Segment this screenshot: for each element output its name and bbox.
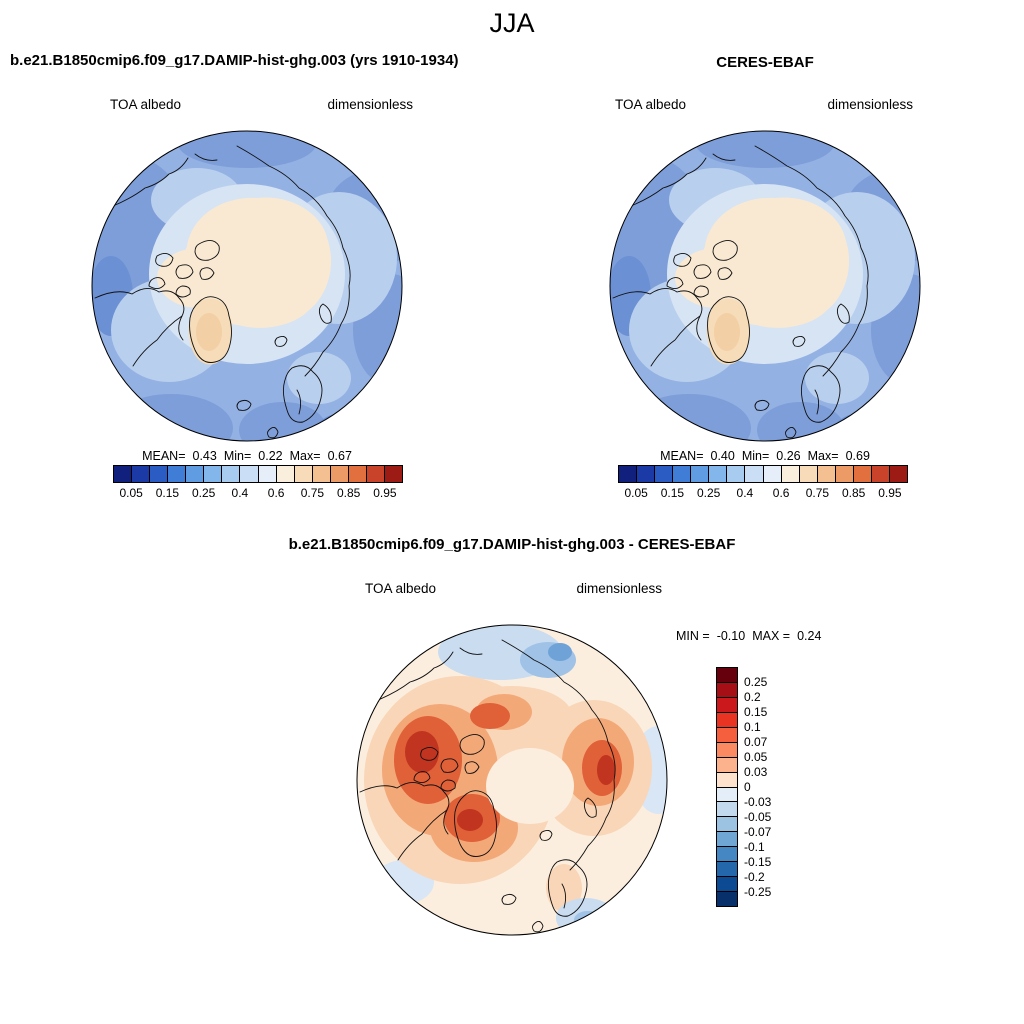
diff-colorbar-cells [716, 667, 738, 907]
obs-max-value: 0.69 [845, 449, 870, 463]
model-max-label: Max= [289, 449, 321, 463]
model-min-value: 0.22 [258, 449, 283, 463]
model-colorbar-cells [113, 465, 403, 483]
obs-colorbar: 0.05 0.15 0.25 0.4 0.6 0.75 0.85 0.95 [618, 465, 908, 502]
obs-stats-line: MEAN= 0.40 Min= 0.26 Max= 0.69 [605, 449, 925, 463]
diff-min-label: MIN = [676, 629, 710, 643]
model-panel-header: b.e21.B1850cmip6.f09_g17.DAMIP-hist-ghg.… [10, 52, 459, 69]
diff-max-value: 0.24 [797, 629, 822, 643]
obs-min-value: 0.26 [776, 449, 801, 463]
diff-polar-map [352, 620, 672, 940]
obs-panel-header: CERES-EBAF [716, 54, 814, 71]
obs-colorbar-cells [618, 465, 908, 483]
diff-variable-label: TOA albedo [365, 581, 437, 596]
obs-colorbar-labels: 0.05 0.15 0.25 0.4 0.6 0.75 0.85 0.95 [624, 486, 902, 500]
diff-colorbar-labels: 0.25 0.2 0.15 0.1 0.07 0.05 0.03 0 -0.03 -0.05 -0.… [744, 675, 772, 899]
model-variable-label: TOA albedo [110, 97, 182, 112]
model-polar-map [87, 126, 407, 446]
model-stats-line: MEAN= 0.43 Min= 0.22 Max= 0.67 [87, 449, 407, 463]
model-units-label: dimensionless [327, 97, 413, 112]
obs-polar-map [605, 126, 925, 446]
diff-colorbar: 0.25 0.2 0.15 0.1 0.07 0.05 0.03 0 -0.03 -0.05 -0.… [716, 667, 806, 907]
model-colorbar: 0.05 0.15 0.25 0.4 0.6 0.75 0.85 0.95 [113, 465, 403, 502]
obs-variable-label: TOA albedo [615, 97, 687, 112]
diff-units-label: dimensionless [576, 581, 662, 596]
obs-min-label: Min= [741, 449, 770, 463]
model-colorbar-labels: 0.05 0.15 0.25 0.4 0.6 0.75 0.85 0.95 [119, 486, 397, 500]
model-max-value: 0.67 [327, 449, 352, 463]
model-variable-row: TOA albedo dimensionless [110, 97, 413, 112]
obs-mean-value: 0.40 [710, 449, 735, 463]
diff-max-label: MAX = [752, 629, 791, 643]
obs-variable-row: TOA albedo dimensionless [615, 97, 913, 112]
model-min-label: Min= [223, 449, 252, 463]
model-mean-value: 0.43 [192, 449, 217, 463]
diff-min-value: -0.10 [716, 629, 746, 643]
obs-units-label: dimensionless [827, 97, 913, 112]
figure-title: JJA [489, 8, 535, 38]
model-mean-label: MEAN= [142, 449, 186, 463]
diff-variable-row: TOA albedo dimensionless [365, 581, 662, 596]
diff-minmax-line: MIN = -0.10 MAX = 0.24 [676, 629, 821, 643]
obs-max-label: Max= [807, 449, 839, 463]
diff-panel-header: b.e21.B1850cmip6.f09_g17.DAMIP-hist-ghg.… [288, 536, 736, 553]
obs-mean-label: MEAN= [660, 449, 704, 463]
